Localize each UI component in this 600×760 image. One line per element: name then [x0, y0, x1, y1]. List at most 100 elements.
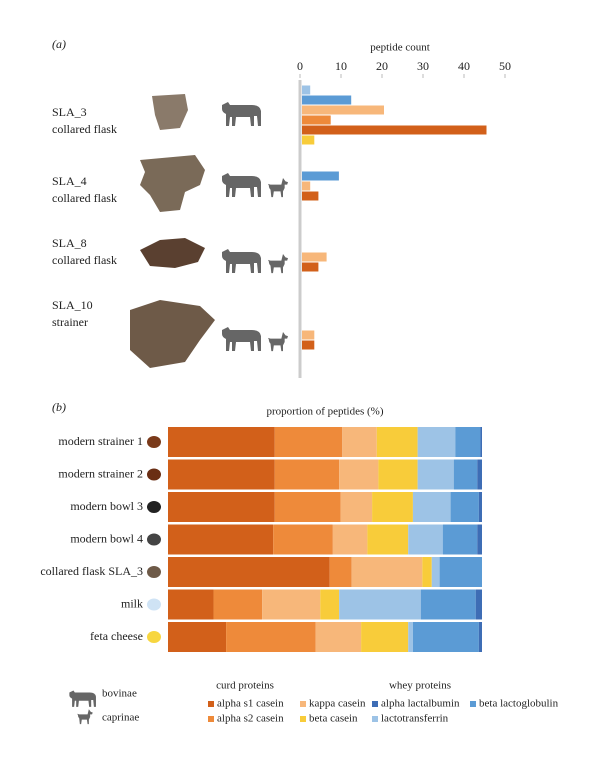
sample-icon — [147, 631, 161, 643]
cow-icon — [222, 327, 261, 351]
bar-segment — [339, 589, 421, 620]
sample-icon — [147, 598, 161, 611]
bar-segment — [274, 459, 340, 490]
bar-segment — [339, 459, 379, 490]
bar-segment — [372, 492, 413, 522]
category-label: collared flask SLA_3 — [40, 564, 143, 578]
bar-segment — [455, 427, 481, 457]
bar-segment — [420, 589, 476, 620]
bar-segment — [168, 492, 275, 522]
bar-segment — [332, 524, 368, 555]
legend-swatch — [470, 701, 476, 707]
legend-label: beta lactoglobulin — [479, 698, 559, 710]
bar-segment — [213, 589, 263, 620]
bar-segment — [342, 427, 377, 457]
bar-segment — [274, 492, 341, 522]
bar-segment — [168, 589, 214, 620]
bar — [302, 135, 315, 145]
goat-icon — [77, 709, 93, 725]
bar-segment — [478, 492, 482, 522]
bar-segment — [422, 557, 432, 587]
legend-swatch — [300, 716, 306, 722]
bar-segment — [226, 622, 316, 652]
bar-segment — [417, 459, 454, 490]
cow-icon — [222, 249, 261, 273]
bar — [302, 262, 319, 272]
bar-segment — [262, 589, 321, 620]
category-label: SLA_3 — [52, 105, 87, 119]
bar-segment — [408, 622, 413, 652]
bar — [302, 115, 331, 125]
category-type: collared flask — [52, 122, 117, 136]
bar-segment — [340, 492, 373, 522]
legend-label: beta casein — [309, 713, 358, 725]
sample-icon — [147, 501, 161, 513]
bar-segment — [168, 622, 227, 652]
bar-segment — [453, 459, 478, 490]
category-label: feta cheese — [90, 629, 143, 643]
category-label: milk — [121, 596, 143, 610]
bar — [302, 340, 315, 350]
bar-segment — [442, 524, 478, 555]
sample-icon — [147, 436, 161, 448]
bar — [302, 95, 352, 105]
x-tick-label: 40 — [458, 59, 470, 73]
bar-segment — [480, 427, 482, 457]
bar — [302, 252, 327, 262]
x-tick-label: 0 — [297, 59, 303, 73]
sample-icon — [147, 468, 161, 481]
bar-segment — [412, 492, 451, 522]
bar-segment — [361, 622, 409, 652]
legend-label: alpha s2 casein — [217, 713, 284, 725]
cow-icon — [222, 102, 261, 126]
category-label: modern bowl 3 — [70, 499, 143, 513]
legend-label: lactotransferrin — [381, 713, 449, 725]
legend-label: alpha s1 casein — [217, 698, 284, 710]
legend-swatch — [372, 701, 378, 707]
category-type: strainer — [52, 315, 88, 329]
bar-segment — [168, 524, 274, 555]
bar-segment — [367, 524, 409, 555]
bar-segment — [329, 557, 352, 587]
legend-label: caprinae — [102, 712, 139, 724]
category-label: modern bowl 4 — [70, 531, 143, 545]
legend-group-title: whey proteins — [389, 680, 451, 692]
category-label: SLA_10 — [52, 298, 93, 312]
panel-label: (b) — [52, 400, 66, 414]
bar — [302, 330, 315, 340]
bar — [302, 105, 384, 115]
category-label: SLA_4 — [52, 174, 87, 188]
legend-label: bovinae — [102, 688, 137, 700]
bar-segment — [315, 622, 362, 652]
goat-icon — [268, 254, 288, 274]
bar-segment — [439, 557, 482, 587]
legend-swatch — [372, 716, 378, 722]
cow-icon — [222, 173, 261, 197]
bar-segment — [168, 459, 275, 490]
bar-segment — [376, 427, 418, 457]
legend-swatch — [300, 701, 306, 707]
chart-title: proportion of peptides (%) — [267, 406, 384, 418]
bar — [302, 191, 319, 201]
legend-label: kappa casein — [309, 698, 366, 710]
legend-group-title: curd proteins — [216, 680, 274, 692]
bar-segment — [168, 557, 330, 587]
x-tick-label: 20 — [376, 59, 388, 73]
category-label: modern strainer 2 — [58, 466, 143, 480]
legend-swatch — [208, 701, 214, 707]
bar-segment — [320, 589, 340, 620]
bar-segment — [475, 589, 482, 620]
cow-icon — [69, 690, 96, 707]
goat-icon — [268, 332, 288, 352]
bar — [302, 85, 311, 95]
bar-segment — [273, 524, 333, 555]
category-type: collared flask — [52, 253, 117, 267]
bar — [302, 125, 487, 135]
bar — [302, 171, 339, 181]
bar-segment — [417, 427, 456, 457]
category-type: collared flask — [52, 191, 117, 205]
bar-segment — [408, 524, 443, 555]
bar-segment — [351, 557, 423, 587]
goat-icon — [268, 178, 288, 198]
